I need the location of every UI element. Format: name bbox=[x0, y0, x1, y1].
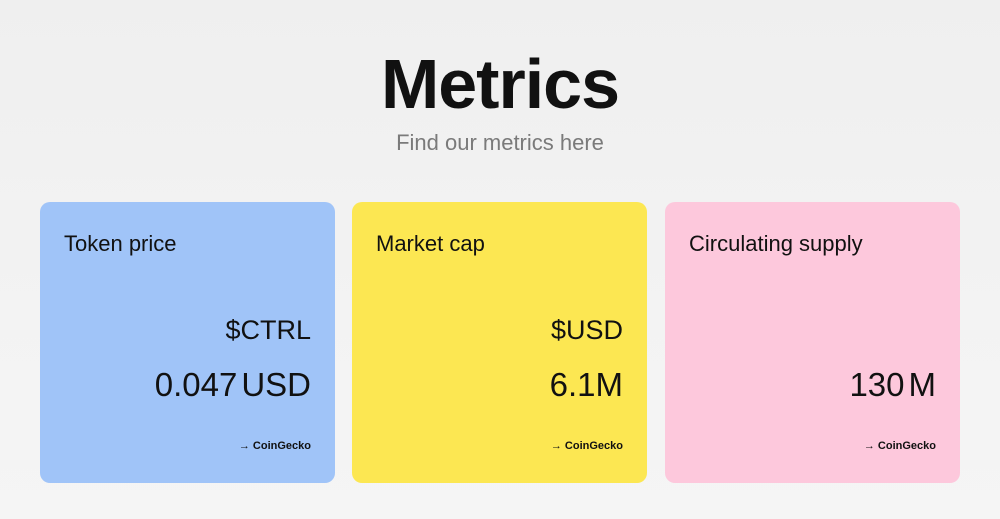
source-link-label: CoinGecko bbox=[252, 440, 311, 452]
card-value-suffix: M bbox=[908, 366, 937, 403]
coingecko-link[interactable]: → CoinGecko bbox=[551, 439, 623, 453]
source-link-label: CoinGecko bbox=[564, 440, 623, 452]
card-value: 130 M bbox=[849, 365, 936, 405]
metric-card-token-price: Token price $CTRL 0.047 USD → CoinGecko bbox=[40, 202, 335, 483]
coingecko-link[interactable]: → CoinGecko bbox=[239, 439, 311, 453]
page-title: Metrics bbox=[380, 45, 620, 123]
card-label: Circulating supply bbox=[689, 231, 863, 256]
card-value-number: 130 bbox=[849, 366, 905, 403]
coingecko-link[interactable]: → CoinGecko bbox=[864, 439, 936, 453]
card-label: Token price bbox=[64, 231, 177, 256]
card-value-number: 6.1M bbox=[549, 366, 623, 403]
card-value: 6.1M bbox=[550, 365, 623, 405]
card-value-number: 0.047 bbox=[154, 366, 238, 403]
card-value: 0.047 USD bbox=[155, 365, 311, 405]
card-label: Market cap bbox=[376, 231, 485, 256]
card-value-suffix: USD bbox=[241, 366, 311, 403]
arrow-right-icon: → bbox=[238, 440, 250, 452]
card-unit: $USD bbox=[550, 315, 623, 345]
arrow-right-icon: → bbox=[550, 440, 562, 452]
page-subtitle: Find our metrics here bbox=[396, 130, 604, 155]
metric-card-market-cap: Market cap $USD 6.1M → CoinGecko bbox=[352, 202, 647, 483]
arrow-right-icon: → bbox=[863, 440, 875, 452]
card-unit: $CTRL bbox=[225, 315, 311, 345]
source-link-label: CoinGecko bbox=[877, 440, 936, 452]
metric-card-circulating-supply: Circulating supply 130 M → CoinGecko bbox=[665, 202, 960, 483]
